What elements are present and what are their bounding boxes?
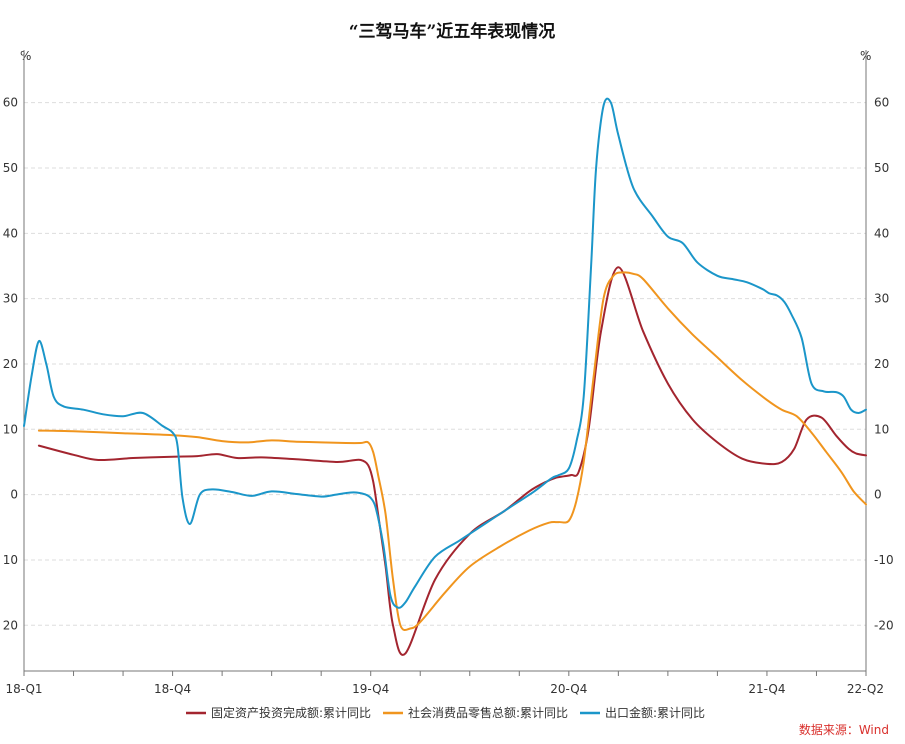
y-tick-label-left: 60 bbox=[3, 96, 18, 110]
x-tick-label: 18-Q1 bbox=[5, 682, 42, 696]
y-tick-label-right: 60 bbox=[874, 96, 889, 110]
data-source: 数据来源：Wind bbox=[799, 722, 889, 737]
y-tick-label-right: -10 bbox=[874, 553, 894, 567]
y-tick-label-right: 20 bbox=[874, 357, 889, 371]
x-tick-label: 22-Q2 bbox=[847, 682, 884, 696]
y-tick-label-right: 0 bbox=[874, 488, 882, 502]
y-tick-label-left: 0 bbox=[10, 488, 18, 502]
series-line-retail-sales bbox=[37, 271, 867, 632]
left-y-axis: 60 50 40 30 20 10 0 10 20 bbox=[3, 50, 25, 671]
y-tick-label-left: 30 bbox=[3, 292, 18, 306]
legend: 固定资产投资完成额:累计同比 社会消费品零售总额:累计同比 出口金额:累计同比 bbox=[186, 705, 705, 720]
y-tick-label-right: 30 bbox=[874, 292, 889, 306]
y-tick-label-left: 50 bbox=[3, 161, 18, 175]
x-tick-label: 21-Q4 bbox=[748, 682, 785, 696]
gridlines bbox=[24, 102, 866, 626]
legend-label-retail-sales: 社会消费品零售总额:累计同比 bbox=[408, 705, 568, 720]
x-tick-label: 19-Q4 bbox=[352, 682, 389, 696]
y-tick-label-left: 20 bbox=[3, 357, 18, 371]
y-tick-label-left: 20 bbox=[3, 618, 18, 632]
y-tick-label-right: -20 bbox=[874, 618, 894, 632]
legend-label-fixed-investment: 固定资产投资完成额:累计同比 bbox=[211, 705, 371, 720]
series-layer bbox=[23, 97, 867, 656]
x-tick-label: 18-Q4 bbox=[154, 682, 191, 696]
left-axis-unit: % bbox=[20, 49, 31, 63]
x-axis: 18-Q1 18-Q4 19-Q4 20-Q4 21-Q4 22-Q2 bbox=[5, 670, 884, 696]
legend-label-exports: 出口金额:累计同比 bbox=[605, 705, 705, 720]
y-tick-label-right: 40 bbox=[874, 226, 889, 240]
series-line-fixed-investment bbox=[37, 266, 867, 656]
y-tick-label-right: 10 bbox=[874, 422, 889, 436]
series-line-exports bbox=[23, 97, 867, 609]
y-tick-label-left: 40 bbox=[3, 226, 18, 240]
chart-title: “三驾马车”近五年表现情况 bbox=[349, 21, 556, 42]
y-tick-label-left: 10 bbox=[3, 553, 18, 567]
right-y-axis: 60 50 40 30 20 10 0 -10 -20 bbox=[865, 50, 894, 671]
y-tick-label-right: 50 bbox=[874, 161, 889, 175]
y-tick-label-left: 10 bbox=[3, 422, 18, 436]
x-tick-label: 20-Q4 bbox=[550, 682, 587, 696]
